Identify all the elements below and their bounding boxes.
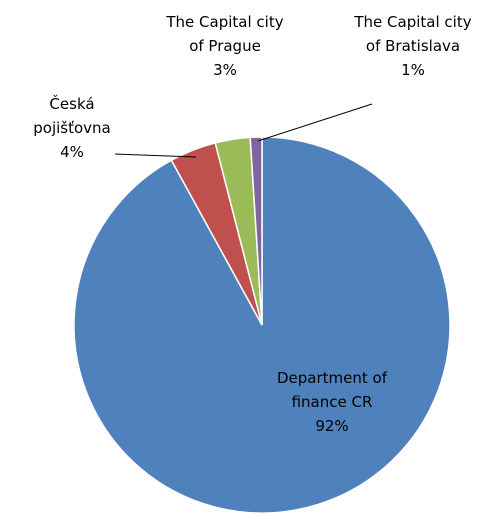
label-value: 92%: [315, 417, 349, 435]
label-value: 4%: [60, 143, 84, 161]
label-name: Department of finance CR: [277, 369, 387, 411]
leader-line: [257, 103, 373, 142]
data-label: The Capital city of Bratislava 1%: [348, 10, 478, 82]
data-label: The Capital city of Prague 3%: [160, 10, 290, 82]
label-name: Česká pojišťovna: [33, 95, 111, 137]
label-value: 3%: [213, 61, 237, 79]
label-name: The Capital city of Prague: [166, 13, 284, 55]
leader-line: [114, 153, 197, 158]
data-label: Department of finance CR 92%: [262, 366, 402, 438]
pie-slice: [249, 136, 263, 326]
data-label: Česká pojišťovna 4%: [22, 92, 122, 164]
label-value: 1%: [401, 61, 425, 79]
label-name: The Capital city of Bratislava: [354, 13, 472, 55]
